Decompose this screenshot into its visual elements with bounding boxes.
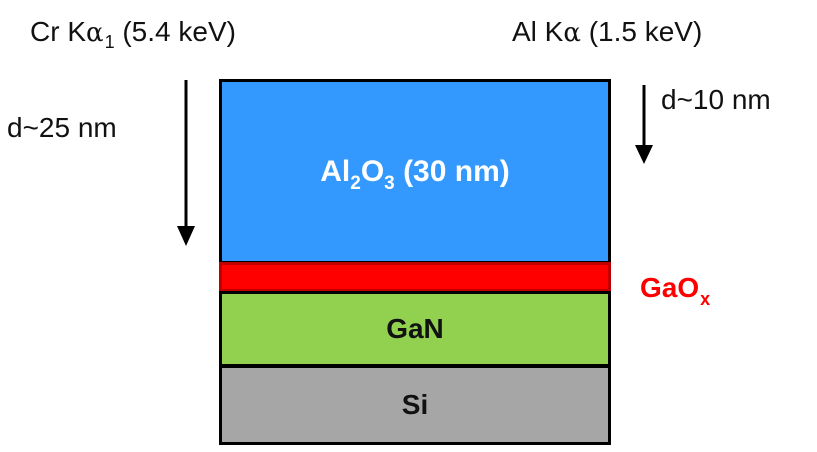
probe-depth-left-label: d~25 nm <box>7 112 117 143</box>
cr-source-label: Cr Kα1 (5.4 keV) <box>30 16 236 52</box>
al-source-label: Al Kα (1.5 keV) <box>512 16 703 48</box>
si-layer-label: Si <box>401 389 429 420</box>
gan-layer-label: GaN <box>386 313 444 344</box>
depth-arrow-right <box>635 85 653 164</box>
al2o3-layer: Al2O3 (30 nm) <box>219 79 611 264</box>
si-layer: Si <box>219 365 611 445</box>
gaox-layer <box>219 262 611 292</box>
gan-layer: GaN <box>219 291 611 367</box>
al2o3-layer-label: Al2O3 (30 nm) <box>320 154 510 194</box>
gaox-layer-label: GaOx <box>640 272 711 309</box>
probe-depth-right-label: d~10 nm <box>661 84 771 115</box>
depth-arrow-left <box>177 80 195 246</box>
